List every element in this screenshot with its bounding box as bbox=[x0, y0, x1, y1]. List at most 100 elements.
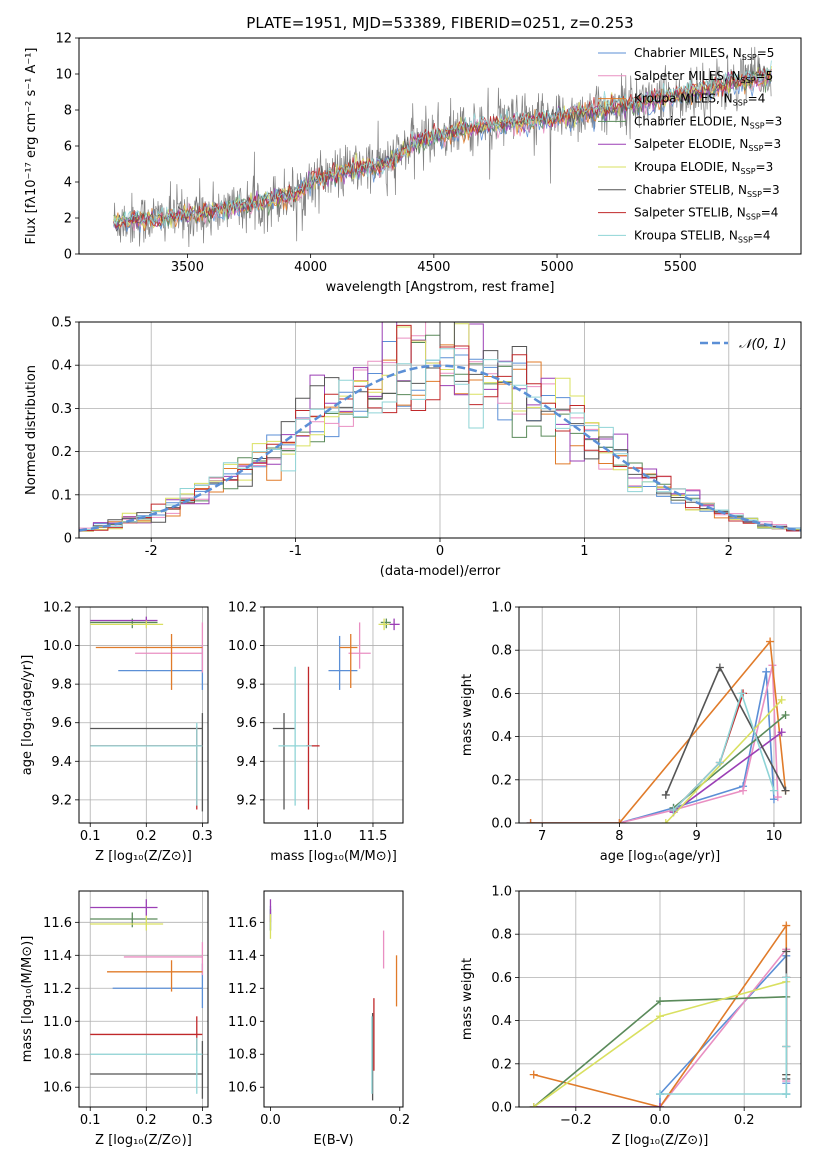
errorbar bbox=[90, 616, 158, 625]
weight-point bbox=[762, 667, 771, 676]
x-tick-label: 9 bbox=[693, 829, 701, 844]
y-tick-label: 9.8 bbox=[51, 678, 72, 693]
errorbar bbox=[123, 942, 204, 976]
axes-frame bbox=[263, 606, 404, 824]
x-axis-label: E(B-V) bbox=[313, 1133, 353, 1148]
y-tick-label: 0.0 bbox=[491, 817, 512, 832]
y-tick-label: 10.0 bbox=[228, 639, 257, 654]
age_vs_Z-panel: 0.1 0.2 0.3 9.2 9.4 9.6 9.8 10.0 10.2 Z [log₁₀(Z/… bbox=[20, 601, 213, 865]
errorbar bbox=[118, 645, 204, 690]
y-tick-label: 11.6 bbox=[43, 916, 72, 931]
y-tick-label: 0.4 bbox=[491, 730, 512, 745]
residuals-panel: -2 -1 0 1 2 0 0.1 0.2 0.3 0.4 0.5 (data-model)/erro… bbox=[24, 316, 802, 579]
legend-entry: Chabrier MILES, NSSP=5 bbox=[634, 46, 774, 62]
y-tick-label: 10.2 bbox=[43, 601, 72, 616]
weight-point bbox=[739, 786, 748, 795]
weight-point bbox=[669, 806, 678, 815]
weight-point bbox=[529, 1070, 538, 1079]
y-tick-label: 10.6 bbox=[228, 1081, 257, 1096]
x-tick-label: 0.0 bbox=[260, 1113, 281, 1128]
weight-point bbox=[715, 758, 724, 767]
y-tick-label: 0.0 bbox=[491, 1101, 512, 1116]
y-tick-label: 11.2 bbox=[228, 982, 257, 997]
x-tick-label: 0.2 bbox=[389, 1113, 410, 1128]
weight-lines bbox=[526, 637, 790, 823]
errorbar bbox=[90, 620, 164, 629]
y-tick-label: 10.2 bbox=[228, 601, 257, 616]
y-tick-label: 6 bbox=[64, 140, 72, 155]
y-tick-label: 10.8 bbox=[228, 1048, 257, 1063]
y-tick-label: 9.2 bbox=[236, 793, 257, 808]
y-axis-label: mass weight bbox=[460, 958, 475, 1040]
weight-point bbox=[661, 790, 670, 799]
weight-series bbox=[665, 699, 783, 823]
weight-point bbox=[766, 637, 775, 646]
x-axis-label: (data-model)/error bbox=[380, 564, 501, 579]
x-tick-label: 4000 bbox=[294, 260, 327, 275]
y-tick-label: 0.8 bbox=[491, 644, 512, 659]
x-tick-label: 11.5 bbox=[358, 829, 387, 844]
weight-point bbox=[769, 786, 778, 795]
legend-entry: Kroupa MILES, NSSP=4 bbox=[634, 92, 765, 108]
x-tick-label: -2 bbox=[145, 544, 158, 559]
errorbar bbox=[95, 634, 203, 690]
y-tick-label: 11.4 bbox=[43, 949, 72, 964]
y-tick-label: 9.2 bbox=[51, 793, 72, 808]
y-tick-label: 9.6 bbox=[236, 716, 257, 731]
model-spectrum-line bbox=[113, 60, 772, 228]
errorbar bbox=[278, 666, 312, 806]
spectrum-lines bbox=[113, 46, 772, 248]
x-tick-label: 1 bbox=[580, 544, 588, 559]
y-axis-label: Normed distribution bbox=[24, 365, 39, 495]
weight_vs_age-panel: 7 8 9 10 0.0 0.2 0.4 0.6 0.8 1.0 age [log₁₀(age/yr… bbox=[460, 601, 802, 864]
errorbar bbox=[348, 622, 371, 669]
x-tick-label: 0.2 bbox=[136, 829, 157, 844]
x-axis-label: mass [log₁₀(M/M⊙)] bbox=[270, 849, 397, 864]
x-axis-label: Z [log₁₀(Z/Z⊙)] bbox=[95, 849, 192, 864]
weight-point bbox=[529, 1103, 538, 1107]
errorbar-group bbox=[272, 618, 400, 810]
x-tick-label: 4500 bbox=[417, 260, 450, 275]
y-axis-label: mass weight bbox=[460, 674, 475, 756]
weight-series bbox=[672, 714, 787, 809]
x-tick-label: 7 bbox=[538, 829, 546, 844]
y-tick-label: 10.6 bbox=[43, 1081, 72, 1096]
legend-entry: Salpeter MILES, NSSP=5 bbox=[634, 69, 773, 85]
errorbar bbox=[90, 722, 203, 806]
spectrum-panel: 3500 4000 4500 5000 5500 0 2 4 6 8 10 12 wavelength … bbox=[24, 32, 802, 295]
x-tick-label: 0 bbox=[436, 544, 444, 559]
y-tick-label: 9.4 bbox=[51, 755, 72, 770]
legend-entry: Kroupa STELIB, NSSP=4 bbox=[634, 228, 771, 244]
errorbar bbox=[339, 634, 358, 688]
errorbar bbox=[328, 635, 358, 690]
axes-frame bbox=[78, 321, 802, 539]
y-tick-label: 11.0 bbox=[228, 1015, 257, 1030]
x-tick-label: 0.0 bbox=[650, 1113, 671, 1128]
errorbar bbox=[90, 912, 158, 928]
x-tick-label: 5500 bbox=[664, 260, 697, 275]
y-tick-label: 0.2 bbox=[51, 445, 72, 460]
x-tick-label: 0.1 bbox=[80, 1113, 101, 1128]
axes-frame bbox=[78, 890, 209, 1108]
x-tick-label: 10 bbox=[766, 829, 783, 844]
weight-series bbox=[530, 639, 787, 823]
legend-entry: Chabrier STELIB, NSSP=3 bbox=[634, 183, 780, 199]
errorbar bbox=[90, 713, 204, 812]
errorbar bbox=[90, 1037, 203, 1094]
weight-lines bbox=[529, 921, 791, 1107]
errorbar-group bbox=[90, 616, 204, 812]
x-tick-label: −0.2 bbox=[560, 1113, 592, 1128]
normal-curve bbox=[79, 364, 801, 532]
legend-entry: 𝒩(0, 1) bbox=[739, 337, 786, 352]
y-axis-label: Flux [fλ10⁻¹⁷ erg cm⁻² s⁻¹ A⁻¹] bbox=[24, 48, 39, 245]
errorbar bbox=[107, 960, 203, 992]
errorbar bbox=[90, 915, 164, 931]
y-tick-label: 4 bbox=[64, 176, 72, 191]
axes-frame bbox=[518, 890, 802, 1108]
mass_vs_Z-panel: 0.1 0.2 0.3 10.6 10.8 11.0 11.2 11.4 11.6 Z [log₁… bbox=[20, 890, 213, 1148]
y-tick-label: 0.2 bbox=[491, 1057, 512, 1072]
weight-point bbox=[715, 663, 724, 672]
y-tick-label: 0 bbox=[64, 248, 72, 263]
mass_vs_EBV-panel: 0.0 0.2 10.6 10.8 11.0 11.2 11.4 11.6 E(B-V) bbox=[228, 890, 410, 1148]
